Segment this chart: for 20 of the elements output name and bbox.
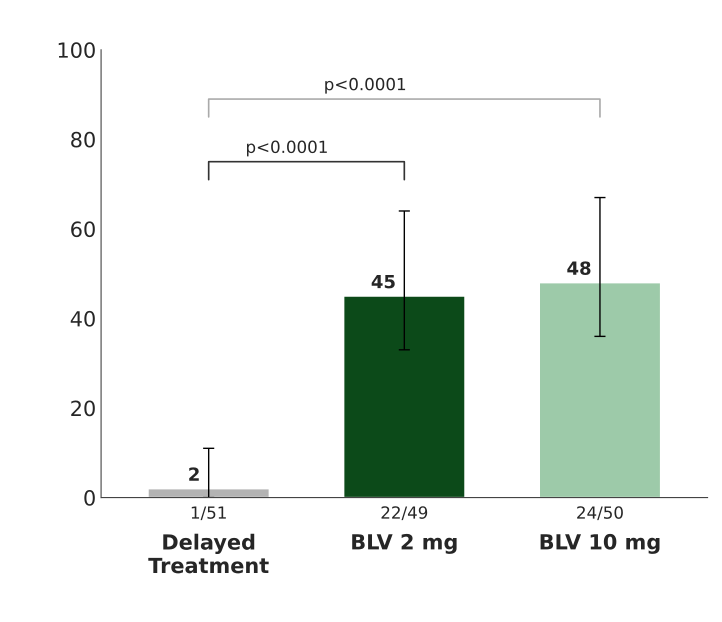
text: 22/49 xyxy=(382,506,428,520)
data-label: 45 xyxy=(372,274,395,288)
x-tick-label: BLV 10 mg xyxy=(540,534,660,554)
y-tick-label: 20 xyxy=(71,400,95,416)
x-tick-label: BLV 2 mg xyxy=(352,534,457,554)
bar xyxy=(538,282,662,498)
y-tick-label: 80 xyxy=(71,132,95,148)
data-label: 2 xyxy=(189,467,199,481)
y-tick-label: 0 xyxy=(84,490,95,506)
text: 1/51 xyxy=(192,506,226,520)
y-tick-label: 100 xyxy=(58,42,95,58)
bar xyxy=(147,488,270,498)
annotation: p<0.0001 xyxy=(325,78,406,94)
y-tick-label: 60 xyxy=(71,221,95,238)
bar xyxy=(342,295,466,498)
annotation: p<0.0001 xyxy=(247,140,327,156)
data-label: 48 xyxy=(567,261,591,275)
text: 24/50 xyxy=(577,506,623,520)
x-tick-label: Delayed Treatment xyxy=(148,534,269,574)
y-tick-label: 40 xyxy=(70,310,95,327)
